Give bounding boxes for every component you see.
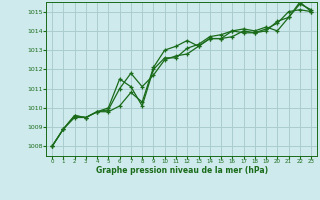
X-axis label: Graphe pression niveau de la mer (hPa): Graphe pression niveau de la mer (hPa) bbox=[96, 166, 268, 175]
